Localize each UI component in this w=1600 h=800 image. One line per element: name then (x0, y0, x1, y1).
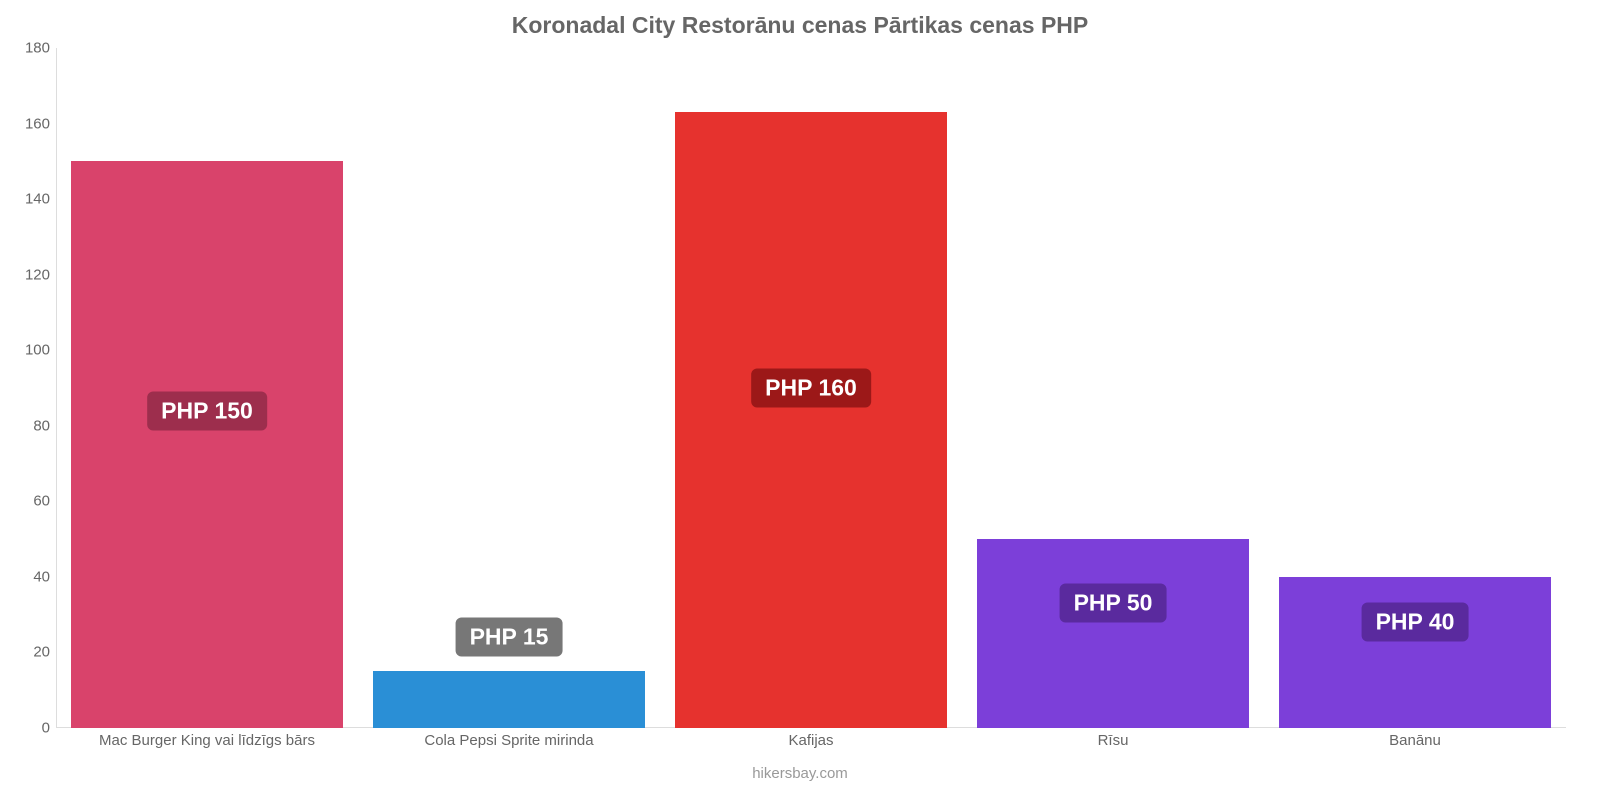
y-axis-tick-label: 20 (10, 644, 50, 661)
y-axis-tick-label: 140 (10, 191, 50, 208)
bar (977, 539, 1249, 728)
y-axis-tick-label: 60 (10, 493, 50, 510)
x-axis-tick-label: Cola Pepsi Sprite mirinda (424, 732, 593, 749)
x-axis-tick-label: Mac Burger King vai līdzīgs bārs (99, 732, 315, 749)
x-axis-tick-label: Kafijas (788, 732, 833, 749)
value-badge: PHP 15 (456, 618, 563, 657)
bar (373, 671, 645, 728)
value-badge: PHP 40 (1362, 603, 1469, 642)
credit-text: hikersbay.com (0, 765, 1600, 782)
x-axis-tick-label: Banānu (1389, 732, 1441, 749)
y-axis-tick-label: 180 (10, 40, 50, 57)
y-axis-tick-label: 40 (10, 568, 50, 585)
x-axis-tick-label: Rīsu (1098, 732, 1129, 749)
price-bar-chart: Koronadal City Restorānu cenas Pārtikas … (0, 0, 1600, 800)
y-axis-tick-label: 0 (10, 720, 50, 737)
bar (675, 112, 947, 728)
value-badge: PHP 50 (1060, 584, 1167, 623)
y-axis-tick-label: 120 (10, 266, 50, 283)
value-badge: PHP 160 (751, 369, 871, 408)
bar (1279, 577, 1551, 728)
value-badge: PHP 150 (147, 391, 267, 430)
chart-title: Koronadal City Restorānu cenas Pārtikas … (0, 12, 1600, 39)
y-axis-tick-label: 80 (10, 417, 50, 434)
y-axis-tick-label: 160 (10, 115, 50, 132)
y-axis-tick-label: 100 (10, 342, 50, 359)
bar (71, 161, 343, 728)
